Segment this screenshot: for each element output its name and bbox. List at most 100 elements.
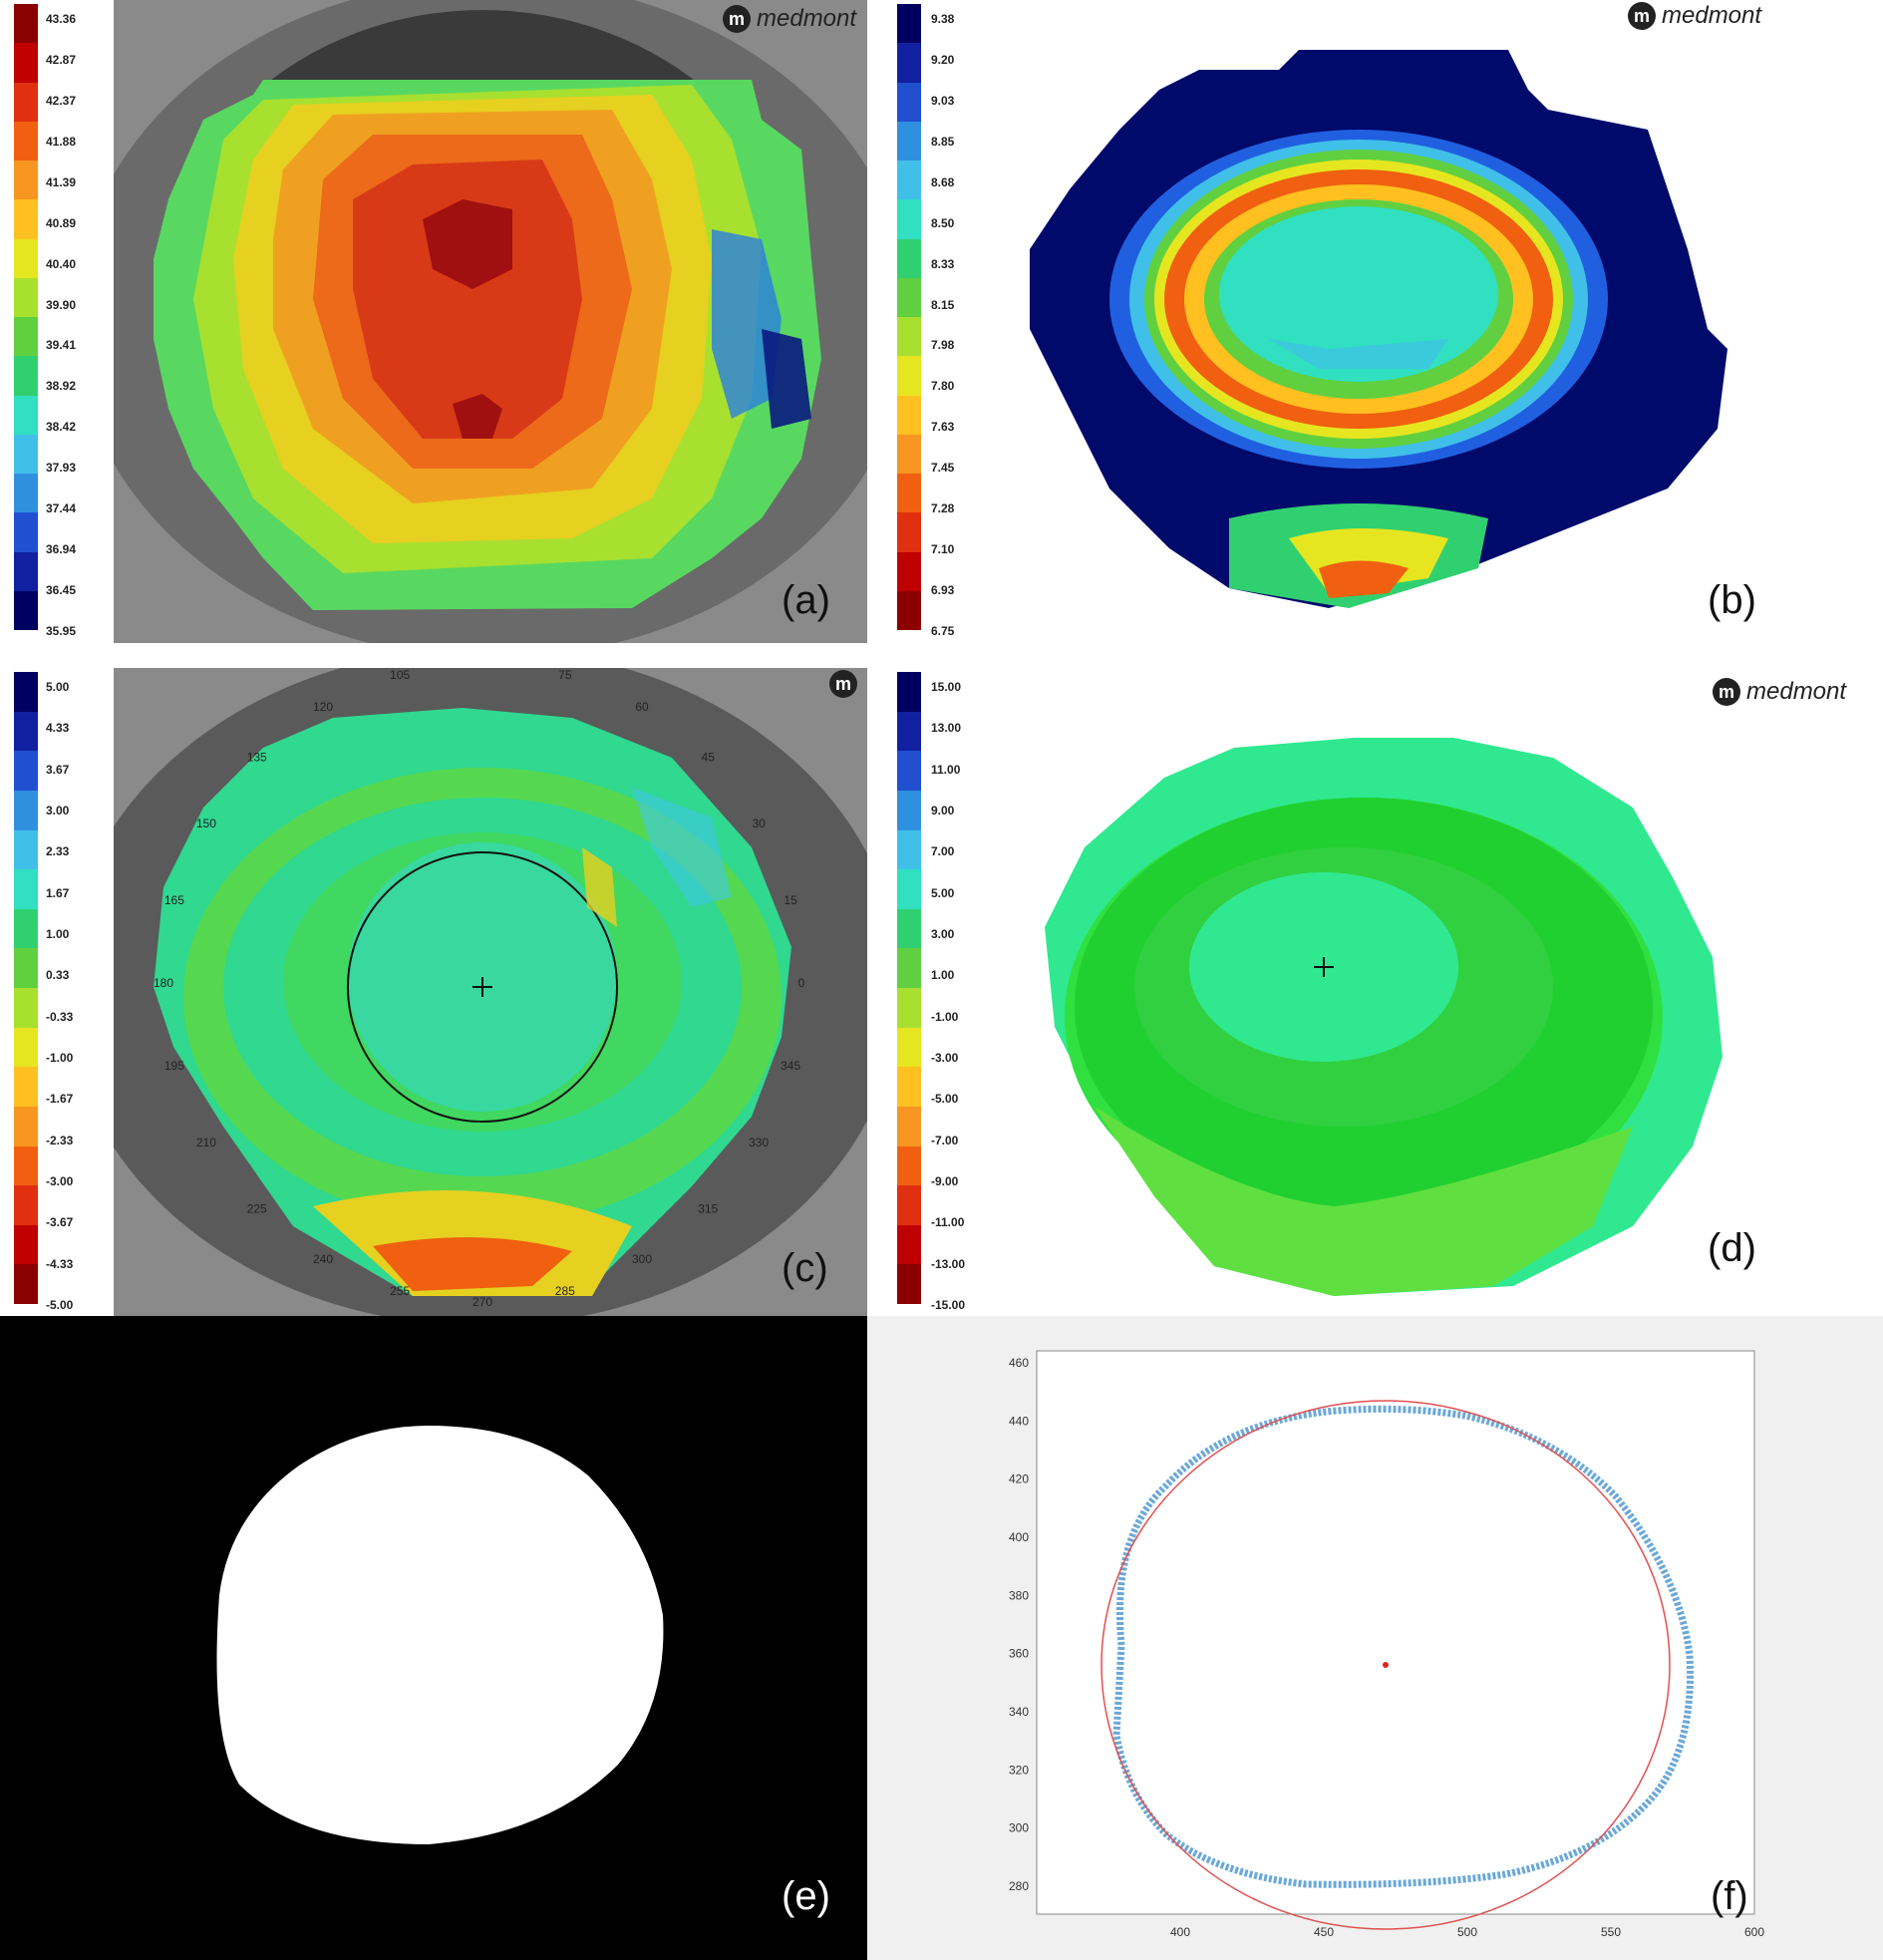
colorbar-segment (14, 908, 38, 949)
colorbar-segment (897, 590, 921, 630)
colorbar-segment (897, 43, 921, 83)
angle-label: 285 (555, 1284, 575, 1298)
angle-label: 330 (749, 1136, 769, 1149)
colorbar-tick-label: 8.68 (931, 174, 955, 189)
angle-label: 270 (472, 1295, 492, 1309)
panel-label-d: (d) (1708, 1226, 1756, 1270)
medmont-logo-b: m medmont (1628, 2, 1761, 30)
fit-contour-blue (1112, 1405, 1695, 1888)
panel-label-f: (f) (1711, 1874, 1748, 1918)
colorbar-segment (14, 43, 38, 83)
colorbar-segment (14, 551, 38, 591)
colorbar-segment (897, 1264, 921, 1304)
colorbar-tick-label: 42.87 (46, 52, 77, 67)
colorbar-segment (14, 948, 38, 988)
colorbar-tick-label: -4.33 (46, 1256, 74, 1271)
colorbar-segment (897, 434, 921, 474)
colorbar-tick-label: -7.00 (931, 1133, 959, 1147)
colorbar-segment (14, 590, 38, 630)
colorbar-tick-label: 2.33 (46, 844, 70, 859)
colorbar-segment (14, 988, 38, 1028)
colorbar-tick-label: 35.95 (46, 624, 77, 638)
angle-label: 120 (313, 700, 333, 714)
colorbar-segment (897, 395, 921, 435)
colorbar-tick-label: 13.00 (931, 721, 962, 736)
center-point (1383, 1662, 1389, 1668)
colorbar-d (897, 672, 921, 1316)
colorbar-tick-label: -3.00 (46, 1174, 74, 1188)
angle-label: 60 (635, 700, 649, 714)
colorbar-tick-label: 7.98 (931, 338, 955, 353)
medmont-logo-c: m (829, 670, 857, 698)
colorbar-tick-label: 7.45 (931, 461, 955, 476)
x-tick-label: 400 (1170, 1925, 1190, 1939)
colorbar-tick-label: 36.45 (46, 583, 77, 598)
y-axis-ticks: 460 440 420 400 380 360 340 320 300 280 (1009, 1356, 1029, 1893)
colorbar-segment (14, 238, 38, 278)
colorbar-tick-label: 9.38 (931, 12, 955, 26)
colorbar-tick-label: -15.00 (931, 1298, 966, 1312)
colorbar-tick-label: 0.33 (46, 968, 70, 983)
colorbar-segment (897, 988, 921, 1028)
colorbar-b (897, 4, 921, 642)
y-tick-label: 420 (1009, 1472, 1029, 1486)
colorbar-segment (14, 434, 38, 474)
x-axis-ticks: 400 450 500 550 600 (1170, 1925, 1764, 1939)
panel-a: 43.36 42.87 42.37 41.88 41.39 40.89 40.40 39.90… (0, 0, 867, 643)
colorbar-tick-label: 4.33 (46, 721, 70, 736)
colorbar-tick-label: 38.42 (46, 420, 77, 435)
difference-map-d (1045, 738, 1723, 1296)
colorbar-tick-label: -2.33 (46, 1133, 74, 1147)
contour-fit-plot: 400 450 500 550 600 460 440 420 400 380 360 340 320… (1009, 1350, 1764, 1939)
colorbar-tick-label: -1.00 (46, 1051, 74, 1065)
angle-label: 300 (632, 1252, 652, 1266)
colorbar-segment (14, 1067, 38, 1107)
colorbar-tick-label: 36.94 (46, 542, 77, 557)
colorbar-tick-label: -13.00 (931, 1256, 966, 1271)
angle-label: 195 (164, 1059, 184, 1073)
x-tick-label: 500 (1457, 1925, 1477, 1939)
angle-labels: 90 105 75 120 60 135 45 150 30 165 15 180 0 195 345 210… (154, 668, 805, 1309)
colorbar-segment (14, 161, 38, 200)
colorbar-segment (14, 1264, 38, 1304)
colorbar-segment (14, 474, 38, 513)
colorbar-tick-label: 5.00 (931, 885, 955, 900)
colorbar-segment (14, 829, 38, 870)
colorbar-tick-label: 43.36 (46, 12, 77, 26)
colorbar-segment (14, 4, 38, 44)
colorbar-tick-label: 38.92 (46, 379, 77, 394)
angle-label: 150 (196, 817, 216, 830)
colorbar-tick-label: -3.00 (931, 1051, 959, 1065)
y-tick-label: 440 (1009, 1414, 1029, 1428)
angle-label: 15 (784, 893, 797, 907)
angle-label: 90 (475, 668, 489, 671)
colorbar-segment (897, 869, 921, 909)
colorbar-tick-label: -3.67 (46, 1215, 74, 1230)
colorbar-segment (897, 1145, 921, 1186)
colorbar-tick-label: 7.10 (931, 542, 955, 557)
colorbar-tick-label: -1.67 (46, 1092, 74, 1107)
colorbar-segment (14, 1145, 38, 1186)
colorbar-segment (897, 277, 921, 317)
colorbar-tick-label: 41.88 (46, 134, 77, 149)
colorbar-a (14, 4, 38, 642)
colorbar-tick-label: -0.33 (46, 1009, 74, 1024)
angle-label: 105 (390, 668, 410, 682)
colorbar-segment (897, 4, 921, 44)
angle-label: 30 (752, 817, 766, 830)
panel-label-a: (a) (782, 578, 830, 622)
colorbar-segment (897, 474, 921, 513)
colorbar-segment (897, 711, 921, 752)
angle-label: 180 (154, 976, 173, 990)
colorbar-segment (897, 82, 921, 122)
colorbar-segment (897, 829, 921, 870)
colorbar-tick-label: 40.89 (46, 215, 77, 230)
colorbar-tick-label: 15.00 (931, 680, 962, 694)
colorbar-tick-label: 39.41 (46, 338, 77, 353)
colorbar-segment (897, 199, 921, 239)
panel-label-e: (e) (782, 1874, 830, 1918)
panel-c: 5.00 4.33 3.67 3.00 2.33 1.67 1.00 0.33 -0.33 -1.… (0, 668, 867, 1316)
colorbar-tick-label: 9.00 (931, 804, 955, 817)
colorbar-segment (897, 948, 921, 988)
colorbar-tick-label: 7.28 (931, 501, 955, 516)
